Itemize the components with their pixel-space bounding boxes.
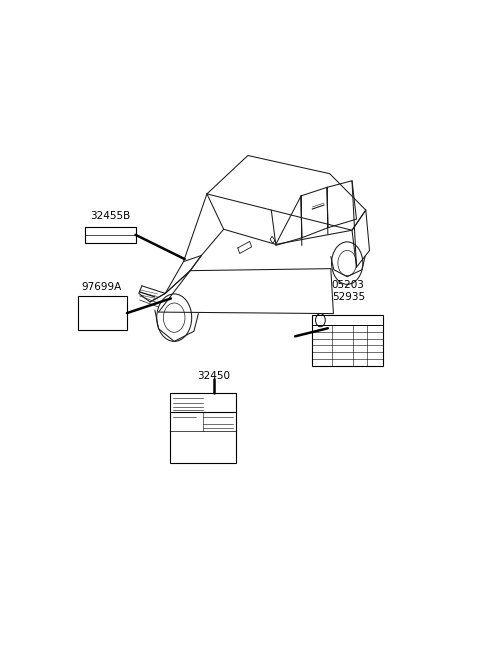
Bar (78, 297, 127, 330)
Text: 97699A: 97699A (82, 282, 122, 292)
Bar (85, 227, 135, 243)
Bar (170, 393, 236, 462)
Text: 32455B: 32455B (90, 211, 131, 221)
Bar (312, 315, 383, 365)
Text: 05203
52935: 05203 52935 (332, 280, 365, 302)
Text: 32450: 32450 (197, 371, 230, 380)
